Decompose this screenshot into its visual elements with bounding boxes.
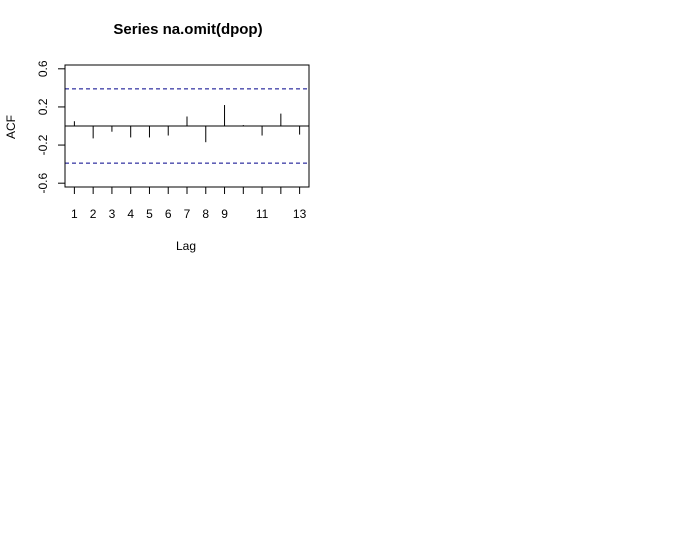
y-tick-label-2: 0.2	[36, 98, 50, 115]
x-tick-label-1: 1	[71, 207, 78, 221]
x-tick-label-8: 8	[202, 207, 209, 221]
chart-marks: 1 2 3 4 5 6 7 8 9 11 13 -0.6 -0.2 0.2 0.6	[36, 60, 309, 221]
x-tick-label-3: 3	[109, 207, 116, 221]
x-axis-label: Lag	[176, 239, 196, 253]
x-tick-label-6: 6	[165, 207, 172, 221]
x-tick-label-9: 9	[221, 207, 228, 221]
y-tick-label-3: 0.6	[36, 60, 50, 77]
y-axis-label: ACF	[4, 115, 18, 139]
x-tick-label-11: 11	[256, 207, 269, 221]
x-tick-label-2: 2	[90, 207, 97, 221]
x-tick-label-4: 4	[127, 207, 134, 221]
x-tick-label-7: 7	[184, 207, 191, 221]
y-tick-label-0: -0.6	[36, 173, 50, 194]
y-tick-label-1: -0.2	[36, 134, 50, 155]
chart-title: Series na.omit(dpop)	[113, 21, 262, 38]
x-tick-label-5: 5	[146, 207, 153, 221]
x-tick-label-13: 13	[293, 207, 307, 221]
